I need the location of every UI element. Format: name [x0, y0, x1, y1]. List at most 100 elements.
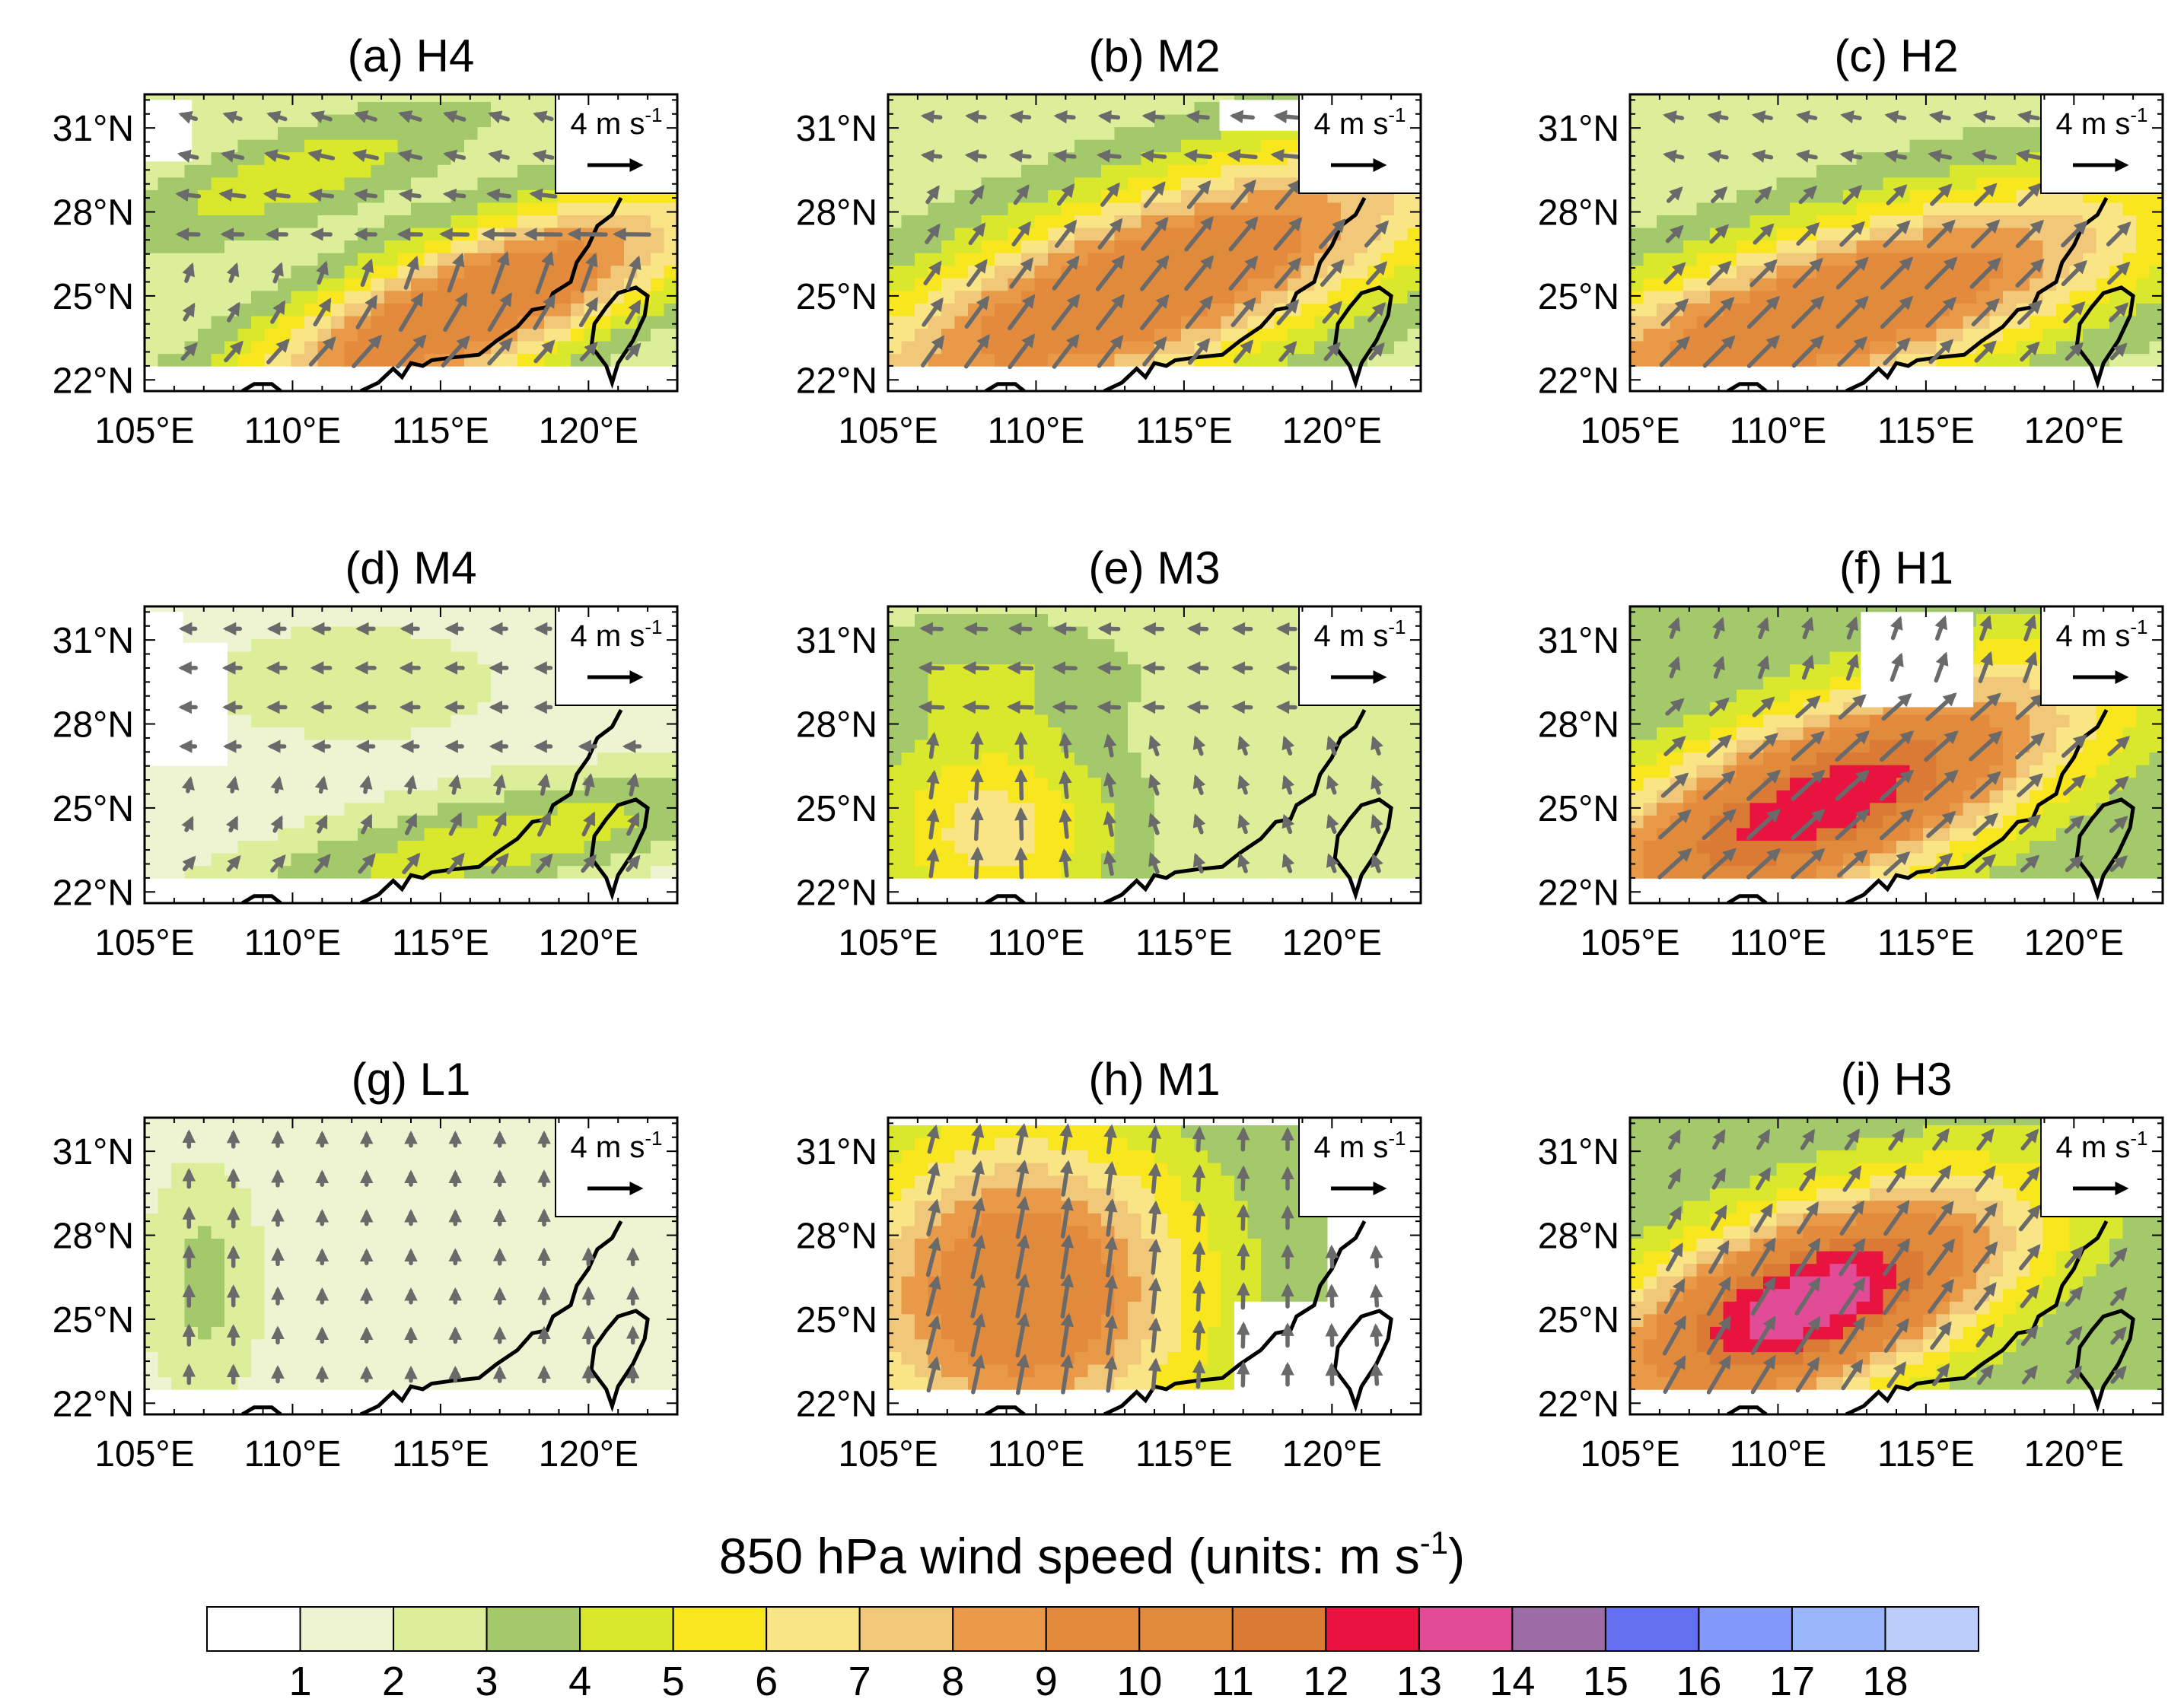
speed-cell [888, 625, 903, 640]
speed-cell [331, 215, 345, 228]
speed-cell [224, 252, 239, 266]
speed-cell [1327, 764, 1342, 778]
speed-cell [1194, 789, 1208, 803]
wind-vector [1100, 182, 1120, 207]
speed-cell [424, 328, 438, 342]
speed-cell [1394, 290, 1409, 304]
speed-cell [888, 789, 903, 803]
speed-cell [901, 353, 915, 367]
speed-cell [1696, 227, 1711, 241]
speed-cell [304, 663, 319, 677]
speed-cell [237, 663, 252, 677]
speed-cell [278, 802, 292, 816]
speed-cell [1208, 606, 1222, 614]
speed-cell [251, 353, 266, 367]
speed-cell [1976, 202, 1991, 216]
speed-cell [1261, 764, 1275, 778]
speed-cell [1034, 752, 1049, 765]
speed-cell [1301, 752, 1315, 765]
wind-vector [313, 297, 332, 327]
speed-cell [358, 240, 372, 253]
speed-cell [278, 613, 292, 627]
speed-cell [264, 215, 279, 228]
speed-cell [1141, 789, 1155, 803]
speed-cell [491, 727, 505, 740]
speed-cell [1154, 240, 1169, 253]
speed-cell [464, 164, 479, 178]
speed-cell [504, 777, 518, 791]
speed-cell [1087, 789, 1102, 803]
wind-vector [397, 149, 423, 163]
speed-cell [464, 240, 479, 253]
speed-cell [1723, 164, 1737, 178]
speed-cell [1141, 138, 1155, 153]
speed-cell [530, 727, 545, 740]
speed-cell [2016, 138, 2030, 153]
speed-cell [1923, 340, 1937, 355]
speed-cell [1034, 315, 1049, 329]
speed-cell [1034, 827, 1049, 841]
speed-cell [1407, 340, 1421, 355]
wind-vector [1052, 149, 1077, 163]
speed-cell [544, 714, 559, 728]
speed-cell [237, 651, 252, 665]
speed-cell [968, 101, 982, 115]
wind-vector [222, 110, 243, 124]
wind-vector [537, 773, 551, 796]
speed-cell [397, 240, 412, 253]
speed-cell [1261, 227, 1275, 241]
speed-cell [504, 764, 518, 778]
speed-cell [1883, 328, 1897, 342]
speed-cell [504, 164, 518, 178]
lat-tick-label: 31°N [1538, 109, 1619, 149]
speed-cell [304, 240, 319, 253]
speed-cell [1181, 802, 1195, 816]
wind-vector [1749, 259, 1778, 288]
speed-cell [941, 126, 956, 140]
speed-cell [1407, 265, 1421, 278]
wind-vector [613, 227, 651, 241]
speed-cell [411, 315, 425, 329]
speed-cell [954, 802, 969, 816]
speed-cell [237, 764, 252, 778]
speed-cell [1643, 202, 1657, 216]
speed-cell [530, 94, 545, 102]
speed-cell [1128, 240, 1142, 253]
wind-vector [1706, 260, 1732, 286]
speed-cell [450, 676, 465, 690]
lat-tick-label: 25°N [796, 789, 877, 829]
speed-cell [371, 315, 385, 329]
speed-cell [1087, 328, 1102, 342]
speed-cell [928, 164, 942, 178]
speed-cell [915, 764, 929, 778]
speed-cell [1776, 265, 1791, 278]
speed-cell [1034, 202, 1049, 216]
speed-cell [438, 177, 452, 190]
speed-cell [464, 290, 479, 304]
speed-cell [438, 676, 452, 690]
speed-cell [397, 638, 412, 652]
speed-cell [1301, 865, 1315, 879]
speed-cell [1221, 852, 1235, 867]
speed-cell [1630, 752, 1644, 765]
speed-cell [251, 164, 266, 178]
speed-cell [384, 827, 399, 841]
speed-cell [1034, 126, 1049, 140]
reference-vector-label: 4 m s-1 [2056, 103, 2148, 141]
speed-cell [981, 651, 995, 665]
speed-cell [2069, 290, 2084, 304]
wind-vector [1192, 852, 1206, 873]
wind-vector [1969, 257, 2001, 289]
speed-cell [211, 113, 225, 128]
lon-tick-label: 120°E [539, 923, 638, 963]
speed-cell [1181, 101, 1195, 115]
speed-cell [171, 290, 186, 304]
speed-cell [1048, 126, 1062, 140]
speed-cell [251, 265, 266, 278]
speed-cell [1128, 676, 1142, 690]
speed-cell [504, 215, 518, 228]
speed-cell [1630, 202, 1644, 216]
speed-cell [438, 126, 452, 140]
speed-cell [1327, 802, 1342, 816]
lon-tick-label: 105°E [94, 411, 194, 451]
